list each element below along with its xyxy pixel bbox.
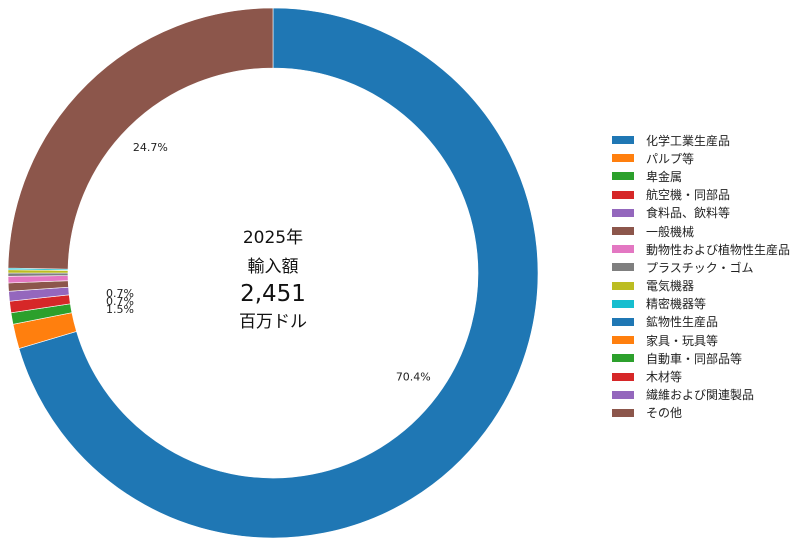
legend-label: 鉱物性生産品 [646, 315, 719, 330]
legend-label: 精密機器等 [646, 297, 707, 312]
legend-item: パルプ等 [612, 149, 790, 167]
legend-item: 繊維および関連製品 [612, 386, 790, 404]
slice-label-16: 24.7% [133, 141, 168, 154]
legend-label: 繊維および関連製品 [646, 388, 755, 403]
slice-8 [7, 272, 69, 277]
slice-group [7, 7, 539, 539]
legend-label: 自動車・同部品等 [646, 351, 743, 366]
legend-item: 食料品、飲料等 [612, 204, 790, 222]
legend-label: 一般機械 [646, 224, 695, 239]
legend-swatch [612, 245, 634, 254]
legend-item: プラスチック・ゴム [612, 258, 790, 276]
legend-label: 卑金属 [646, 169, 683, 184]
legend-item: 一般機械 [612, 222, 790, 240]
legend-label: 航空機・同部品 [646, 188, 731, 203]
slice-label-3: 0.7% [106, 295, 134, 308]
legend-label: 木材等 [646, 370, 683, 385]
legend-label: 化学工業生産品 [646, 133, 731, 148]
legend-label: 食料品、飲料等 [646, 206, 731, 221]
legend-swatch [612, 372, 634, 381]
legend-item: 化学工業生産品 [612, 131, 790, 149]
legend-item: 航空機・同部品 [612, 186, 790, 204]
slice-16 [7, 7, 274, 270]
label-group: 70.4%1.5%0.7%0.7%24.7% [106, 141, 431, 384]
legend-swatch [612, 336, 634, 345]
slice-label-4: 0.7% [106, 287, 134, 300]
center-total: 2,451 [240, 281, 306, 307]
legend-label: 電気機器 [646, 279, 695, 294]
legend-item: 木材等 [612, 367, 790, 385]
legend-item: 精密機器等 [612, 295, 790, 313]
center-label: 輸入額 [248, 257, 299, 277]
legend-swatch [612, 354, 634, 363]
legend-swatch [612, 408, 634, 417]
legend-label: 動物性および植物性生産品 [646, 242, 791, 257]
legend-swatch [612, 136, 634, 145]
legend-swatch [612, 317, 634, 326]
slice-label-2: 1.5% [106, 303, 134, 316]
legend-swatch [612, 227, 634, 236]
legend-item: 卑金属 [612, 167, 790, 185]
legend-item: 自動車・同部品等 [612, 349, 790, 367]
legend-swatch [612, 172, 634, 181]
legend-swatch [612, 208, 634, 217]
center-text-group: 2025年 輸入額 2,451 百万ドル [239, 228, 307, 332]
legend-label: パルプ等 [646, 151, 695, 166]
legend-item: 動物性および植物性生産品 [612, 240, 790, 258]
legend-swatch [612, 154, 634, 163]
slice-1 [18, 7, 539, 539]
slice-label-1: 70.4% [396, 371, 431, 384]
legend-label: 家具・玩具等 [646, 333, 719, 348]
legend-swatch [612, 299, 634, 308]
legend-item: 鉱物性生産品 [612, 313, 790, 331]
legend-swatch [612, 263, 634, 272]
center-year: 2025年 [243, 228, 303, 248]
legend-label: プラスチック・ゴム [646, 260, 754, 275]
legend-label: その他 [646, 406, 683, 421]
legend-swatch [612, 281, 634, 290]
legend-item: 電気機器 [612, 277, 790, 295]
legend-item: 家具・玩具等 [612, 331, 790, 349]
legend: 化学工業生産品 パルプ等卑金属航空機・同部品 食料品、飲料等 一般機械動物性および植物… [612, 131, 790, 422]
legend-item: その他 [612, 404, 790, 422]
center-unit: 百万ドル [239, 312, 307, 332]
legend-swatch [612, 190, 634, 199]
legend-swatch [612, 390, 634, 399]
